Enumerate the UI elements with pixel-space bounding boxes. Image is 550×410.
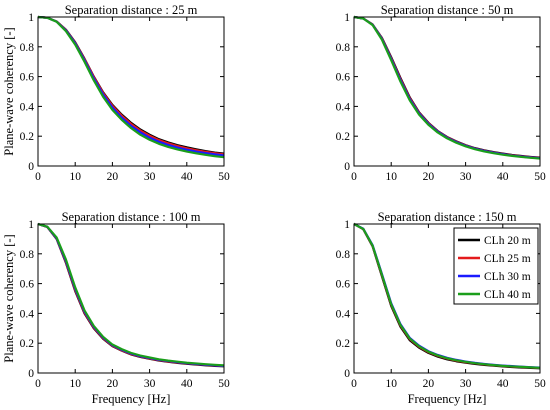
x-tick-label: 30: [460, 378, 472, 390]
series-line-clh-40-m: [354, 222, 540, 369]
y-tick-label: 0.6: [20, 72, 35, 84]
subplot-3: 0 10 20 30 40 50 0 0.2 0.4 0.6 0.8 1 Separation dist…: [2, 210, 230, 406]
x-axis-label: Frequency [Hz]: [92, 392, 171, 406]
x-tick-label: 10: [69, 171, 81, 183]
subplot-1: 0 10 20 30 40 50 0 0.2 0.4 0.6 0.8 1 Separation dist…: [2, 3, 230, 183]
y-axis-label: Plane-wave coherency [-]: [2, 27, 16, 155]
axes-frame: [37, 223, 225, 374]
y-tick-label: 0: [28, 161, 34, 173]
plot-area: [38, 224, 224, 373]
axes-frame: [37, 16, 225, 167]
y-tick-label: 1: [344, 12, 350, 24]
y-tick-label: 0.4: [20, 308, 35, 320]
x-tick-label: 50: [218, 378, 230, 390]
x-tick-label: 10: [69, 378, 81, 390]
x-tick-label: 20: [423, 378, 435, 390]
x-tick-label: 40: [181, 171, 193, 183]
y-tick-label: 0.2: [336, 131, 351, 143]
legend-label: CLh 25 m: [484, 253, 531, 265]
series-line-clh-40-m: [38, 222, 224, 367]
y-tick-label: 1: [344, 219, 350, 231]
y-tick-label: 0.4: [336, 308, 351, 320]
y-tick-label: 0.8: [20, 249, 35, 261]
x-tick-label: 30: [144, 378, 156, 390]
y-tick-label: 0: [344, 368, 350, 380]
y-tick-label: 0.2: [20, 338, 35, 350]
x-axis-label: Frequency [Hz]: [408, 392, 487, 406]
x-tick-label: 40: [497, 378, 509, 390]
axes-frame: [353, 223, 541, 374]
legend-label: CLh 20 m: [484, 235, 531, 247]
chart-title: Separation distance : 150 m: [378, 210, 517, 224]
y-tick-label: 0.8: [336, 249, 351, 261]
series-group: [38, 15, 224, 159]
y-tick-label: 1: [28, 219, 34, 231]
y-tick-label: 0: [28, 368, 34, 380]
series-group: [354, 222, 540, 370]
x-tick-label: 0: [35, 378, 41, 390]
x-tick-label: 10: [385, 171, 397, 183]
x-tick-label: 20: [107, 378, 119, 390]
legend-label: CLh 40 m: [484, 289, 531, 301]
series-group: [354, 15, 540, 160]
chart-title: Separation distance : 25 m: [65, 3, 198, 17]
series-line-clh-40-m: [354, 15, 540, 160]
y-tick-label: 0.2: [336, 338, 351, 350]
subplot-4: 0 10 20 30 40 50 0 0.2 0.4 0.6 0.8 1 Separation dist…: [336, 210, 546, 406]
y-tick-label: 0: [344, 161, 350, 173]
series-line-clh-40-m: [38, 15, 224, 159]
legend-label: CLh 30 m: [484, 271, 531, 283]
legend: CLh 20 m CLh 25 m CLh 30 m CLh 40 m: [453, 227, 539, 305]
y-tick-label: 1: [28, 12, 34, 24]
series-group: [38, 222, 224, 368]
x-tick-label: 40: [181, 378, 193, 390]
y-tick-label: 0.4: [20, 101, 35, 113]
plot-area: [38, 17, 224, 166]
x-tick-label: 40: [497, 171, 509, 183]
y-tick-label: 0.2: [20, 131, 35, 143]
chart-title: Separation distance : 100 m: [62, 210, 201, 224]
x-tick-label: 0: [35, 171, 41, 183]
subplot-2: 0 10 20 30 40 50 0 0.2 0.4 0.6 0.8 1 Separation dist…: [336, 3, 546, 183]
x-tick-label: 20: [423, 171, 435, 183]
y-tick-label: 0.6: [336, 72, 351, 84]
y-tick-label: 0.8: [336, 42, 351, 54]
x-tick-label: 0: [351, 378, 357, 390]
y-axis-label: Plane-wave coherency [-]: [2, 234, 16, 362]
x-tick-label: 30: [144, 171, 156, 183]
y-tick-label: 0.6: [336, 279, 351, 291]
y-tick-label: 0.8: [20, 42, 35, 54]
x-tick-label: 30: [460, 171, 472, 183]
y-tick-label: 0.6: [20, 279, 35, 291]
x-tick-label: 10: [385, 378, 397, 390]
x-tick-label: 20: [107, 171, 119, 183]
y-tick-label: 0.4: [336, 101, 351, 113]
x-tick-label: 50: [218, 171, 230, 183]
axes-frame: [353, 16, 541, 167]
x-tick-label: 0: [351, 171, 357, 183]
x-tick-label: 50: [534, 378, 546, 390]
chart-title: Separation distance : 50 m: [381, 3, 514, 17]
x-tick-label: 50: [534, 171, 546, 183]
